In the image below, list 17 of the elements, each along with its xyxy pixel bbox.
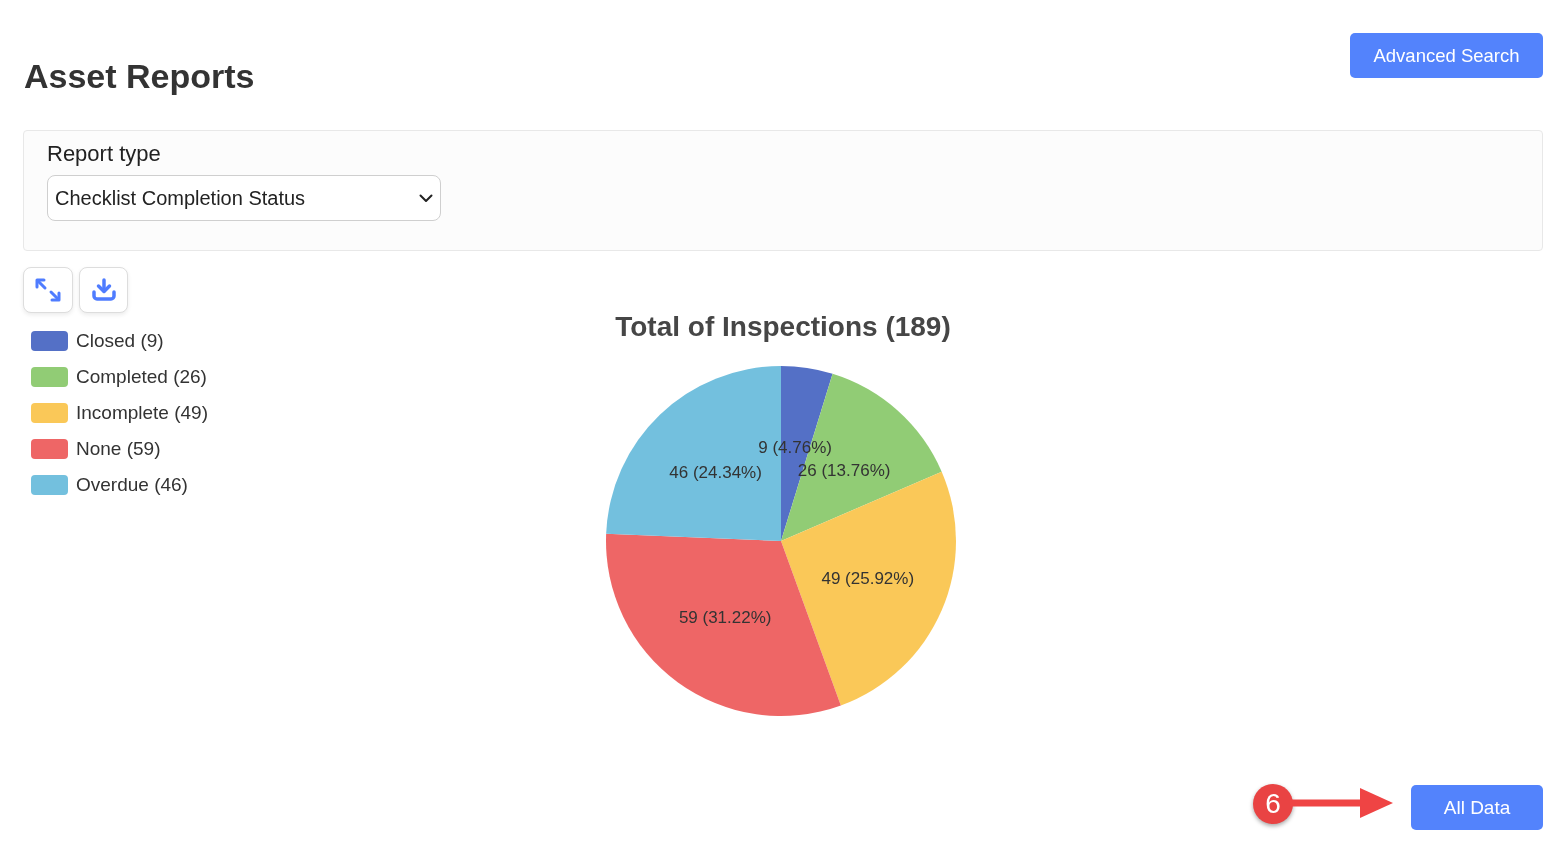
advanced-search-button: Advanced Search — [1350, 33, 1543, 78]
legend-label: None (59) — [76, 437, 161, 461]
chart-title: Total of Inspections (189) — [615, 311, 951, 342]
text: Report type — [47, 141, 161, 167]
legend-label: Completed (26) — [76, 365, 207, 389]
number-badge: 6 — [1253, 784, 1293, 824]
report-type-select: Checklist Completion Status — [47, 175, 441, 221]
data-label: 49 (25.92%) — [821, 568, 915, 588]
data-label: 59 (31.22%) — [678, 607, 772, 627]
all-data-button: All Data — [1411, 785, 1543, 830]
legend-label: Overdue (46) — [76, 473, 188, 497]
data-label: 46 (24.34%) — [669, 463, 762, 483]
text: Asset Reports — [24, 56, 255, 96]
pie-slice — [606, 533, 841, 716]
legend-label: Incomplete (49) — [76, 401, 209, 425]
data-label: 9 (4.76%) — [758, 438, 832, 458]
legend-label: Closed (9) — [76, 329, 164, 353]
